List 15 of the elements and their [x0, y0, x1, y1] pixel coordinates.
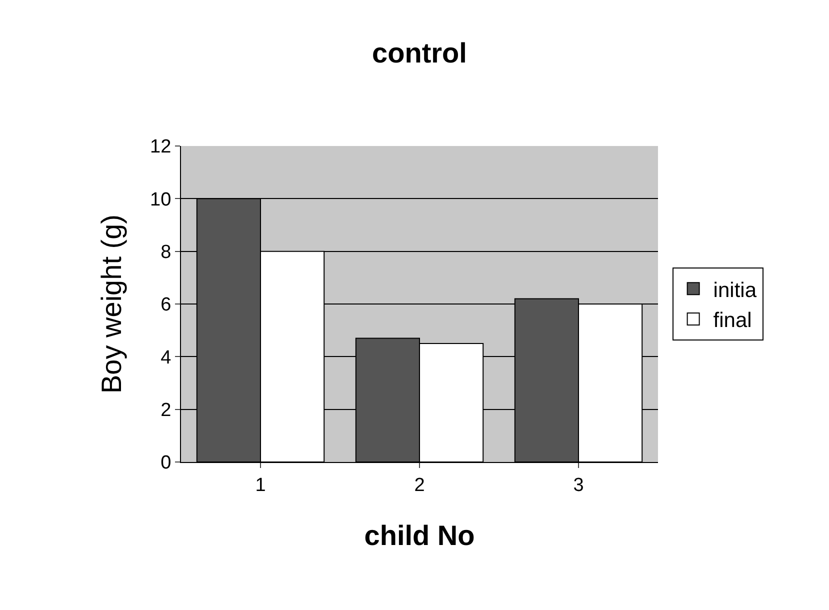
legend-label: final [713, 309, 752, 332]
x-tick-label: 2 [414, 474, 425, 496]
y-axis-title: Boy weight (g) [96, 214, 127, 394]
x-axis-title: child No [364, 520, 475, 551]
y-tick-label: 12 [150, 136, 172, 158]
y-tick-label: 2 [160, 400, 172, 421]
y-tick-label: 8 [160, 242, 172, 263]
y-tick-label: 0 [160, 452, 172, 474]
legend-label: initia [713, 278, 757, 302]
x-tick-label: 1 [255, 474, 266, 496]
y-tick-label: 6 [160, 294, 172, 316]
y-tick-label: 10 [150, 189, 172, 210]
chart-title: control [372, 37, 467, 68]
x-tick-label: 3 [573, 474, 584, 496]
y-tick-label: 4 [160, 347, 172, 368]
